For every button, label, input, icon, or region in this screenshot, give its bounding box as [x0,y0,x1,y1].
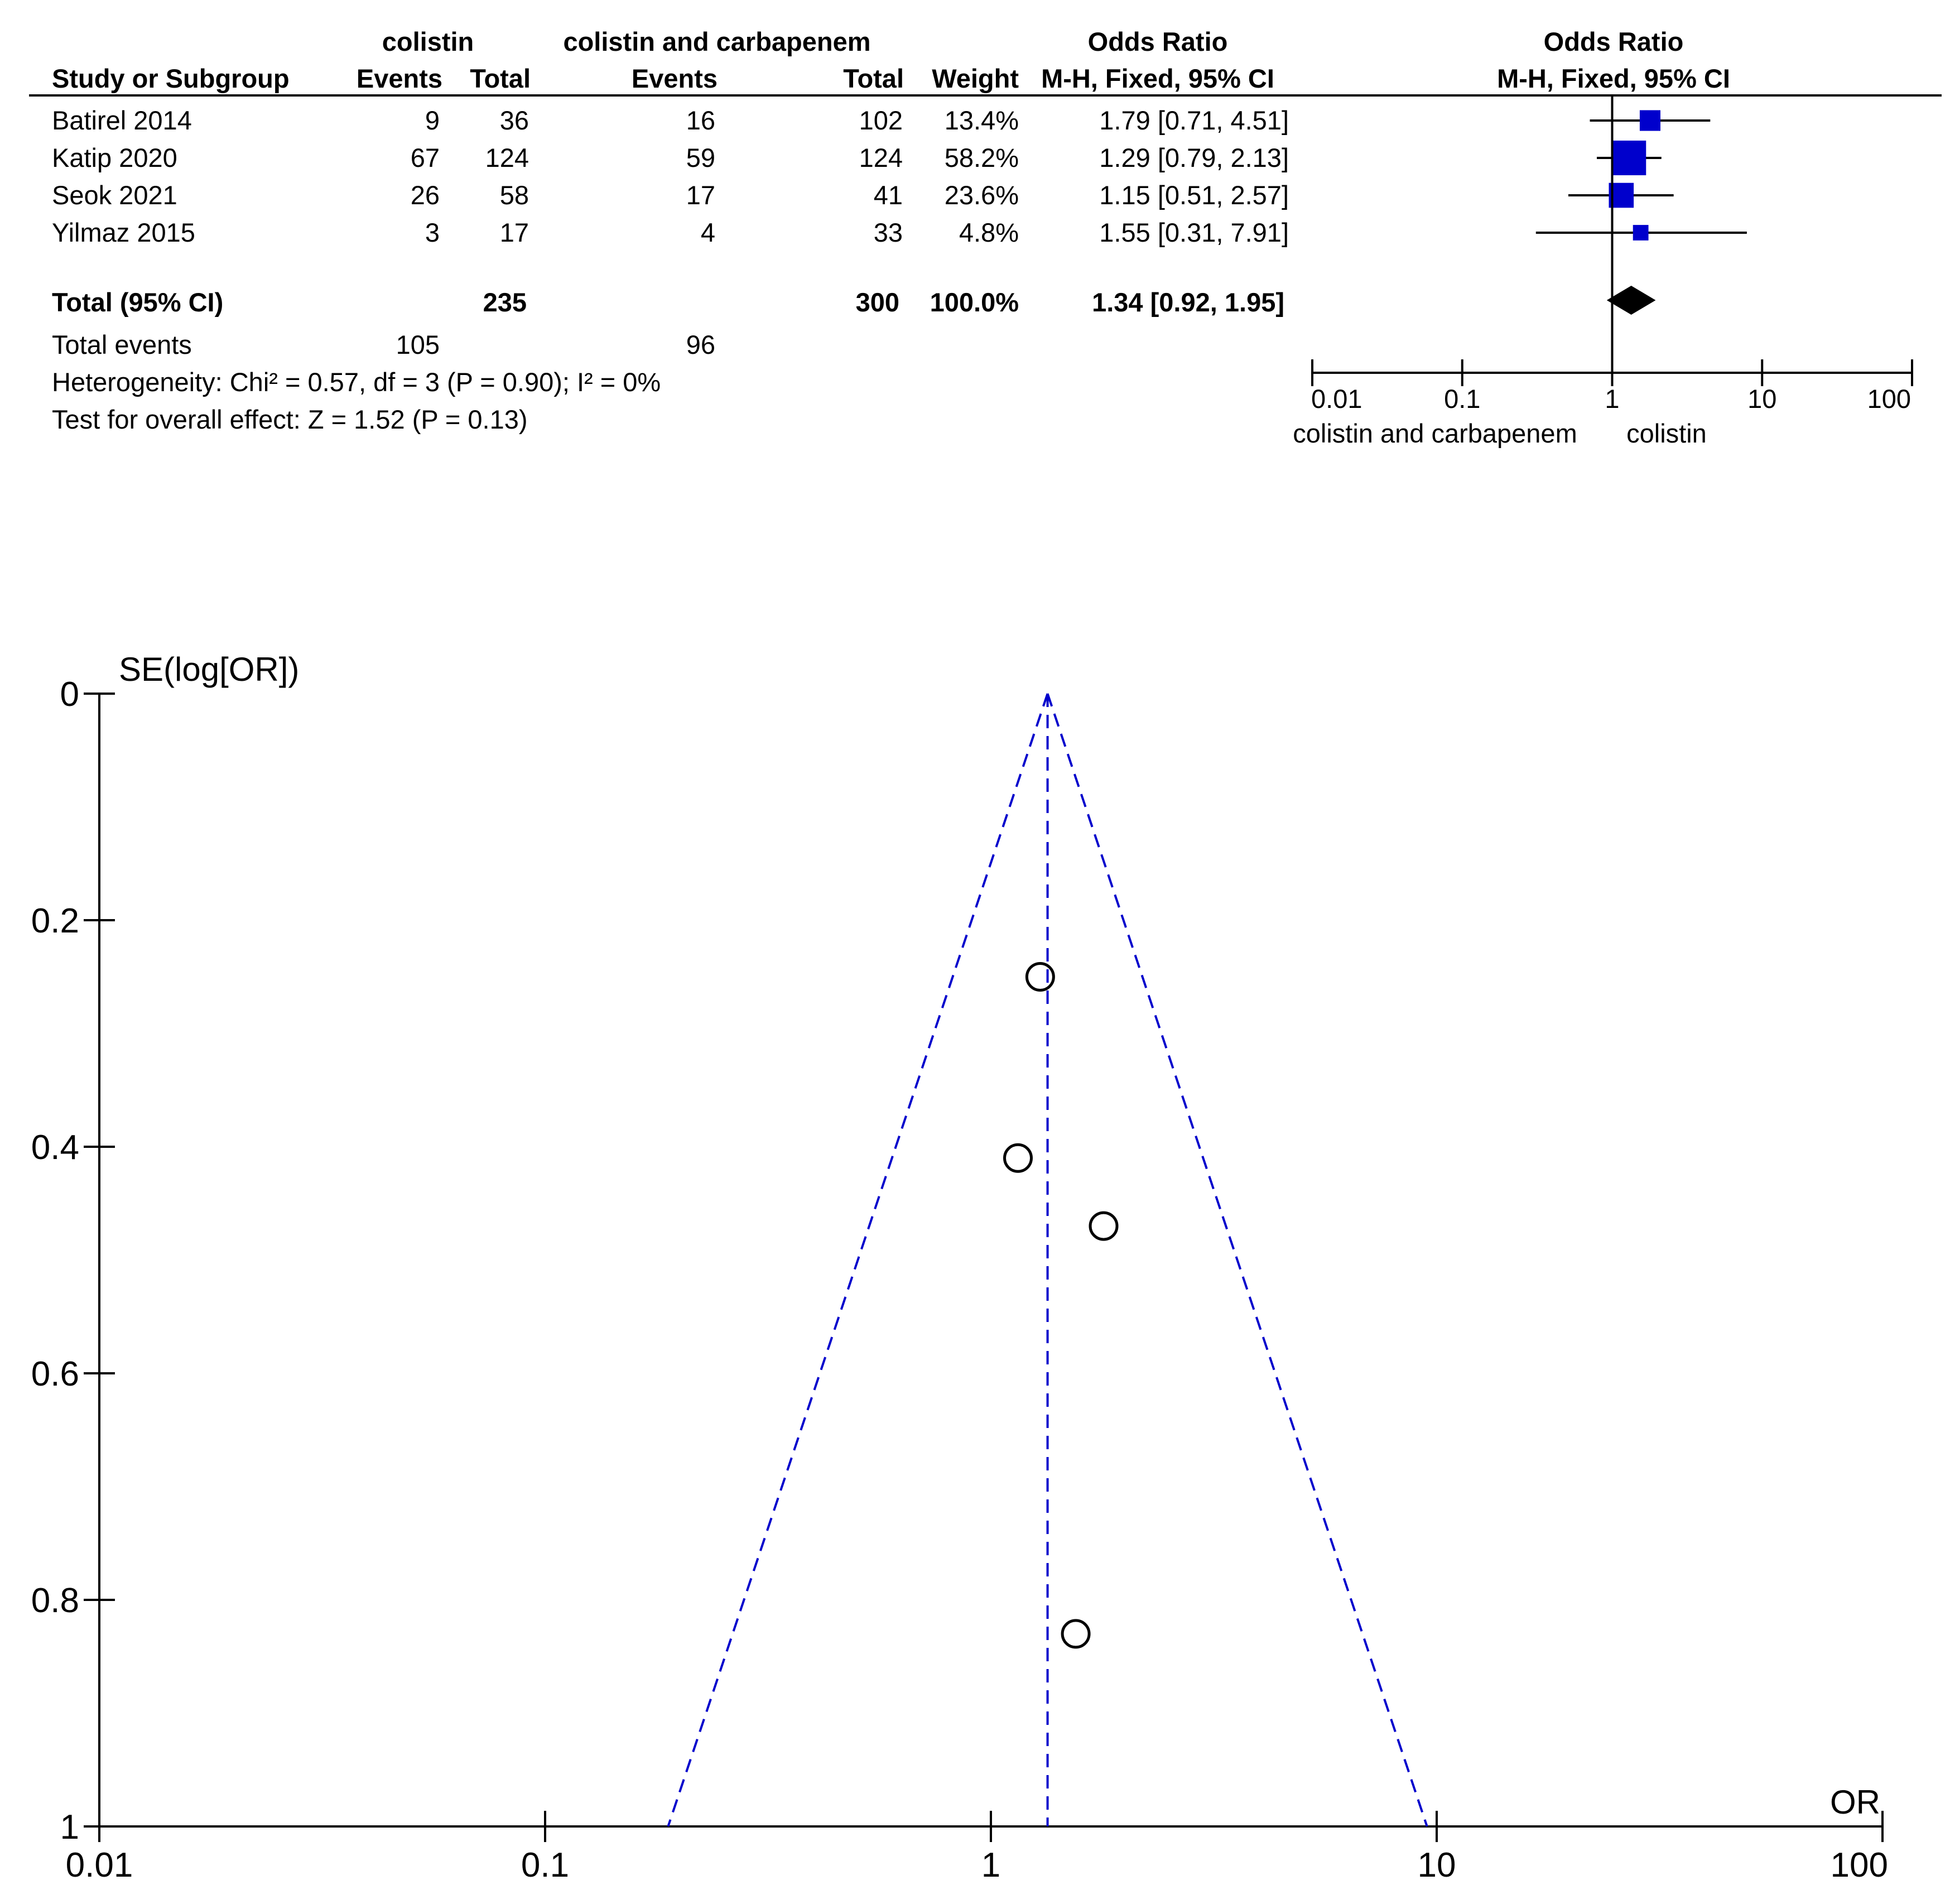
total-colistin: 235 [483,287,527,317]
weight-value: 23.6% [945,180,1019,210]
funnel-y-tick-label: 0.6 [31,1355,79,1393]
total-colistin: 124 [485,143,529,172]
total-label: Total (95% CI) [52,287,223,317]
events-colistin: 67 [411,143,440,172]
total-combo: 41 [874,180,903,210]
study-row: Seok 2021 26 58 17 41 23.6% 1.15 [0.51, 2.57] [52,180,1289,210]
favours-right-label: colistin [1626,419,1707,448]
funnel-study-point [1025,962,1055,992]
header-study: Study or Subgroup [52,64,290,93]
heterogeneity-text: Heterogeneity: Chi² = 0.57, df = 3 (P = … [52,367,661,397]
funnel-y-tick-label: 0.4 [31,1128,79,1167]
header-events-combo: Events [632,64,718,93]
total-colistin: 17 [500,218,529,247]
table-header: colistin colistin and carbapenem Odds Ra… [52,27,1730,93]
study-row: Batirel 2014 9 36 16 102 13.4% 1.79 [0.71, 4.5… [52,105,1289,135]
forest-x-tick-label: 1 [1605,384,1619,414]
funnel-study-point [1089,1211,1119,1241]
events-combo: 16 [686,105,715,135]
funnel-y-tick-label: 0.8 [31,1581,79,1620]
forest-plot-area: 0.01 0.1 1 10 100 [1311,95,1913,414]
study-row: Katip 2020 67 124 59 124 58.2% 1.29 [0.79, 2.1… [52,143,1289,172]
total-combo: 124 [859,143,903,172]
total-events-label: Total events [52,330,192,359]
funnel-y-axis-label: SE(log[OR]) [119,651,299,688]
overall-effect-text: Test for overall effect: Z = 1.52 (P = 0… [52,405,528,434]
events-colistin: 9 [425,105,440,135]
weight-value: 58.2% [945,143,1019,172]
header-events-colistin: Events [357,64,442,93]
study-rows: Batirel 2014 9 36 16 102 13.4% 1.79 [0.71, 4.5… [52,105,1289,247]
events-combo: 17 [686,180,715,210]
study-name: Katip 2020 [52,143,177,172]
odds-ratio-ci: 1.15 [0.51, 2.57] [1099,180,1289,210]
header-total-combo: Total [843,64,904,93]
header-odds-ratio-plot: Odds Ratio [1544,27,1684,56]
funnel-right-boundary [1046,693,1428,1827]
funnel-x-tick-label: 100 [1831,1846,1888,1884]
favours-left-label: colistin and carbapenem [1293,419,1577,448]
total-events-combo: 96 [686,330,715,359]
funnel-study-point [1061,1619,1091,1649]
total-colistin: 58 [500,180,529,210]
header-method-column: M-H, Fixed, 95% CI [1041,64,1274,93]
funnel-y-tick-label: 0.2 [31,902,79,940]
events-colistin: 3 [425,218,440,247]
odds-ratio-ci: 1.79 [0.71, 4.51] [1099,105,1289,135]
header-group-colistin: colistin [382,27,474,56]
funnel-study-point [1003,1143,1033,1173]
study-marker [1639,110,1660,131]
forest-x-tick-label: 100 [1867,384,1911,414]
header-method-plot: M-H, Fixed, 95% CI [1497,64,1730,93]
header-total-colistin: Total [470,64,531,93]
study-name: Yilmaz 2015 [52,218,195,247]
funnel-y-tick-label: 0 [60,675,79,714]
total-row: Total (95% CI) 235 300 100.0% 1.34 [0.92… [52,287,1284,317]
forest-plot: colistin colistin and carbapenem Odds Ra… [29,27,1942,448]
study-marker [1633,225,1649,241]
funnel-x-tick-label: 1 [981,1846,1000,1884]
forest-x-tick-label: 10 [1747,384,1776,414]
funnel-left-boundary [667,693,1049,1827]
forest-x-tick-label: 0.1 [1444,384,1480,414]
total-events-row: Total events 105 96 [52,330,715,359]
header-weight: Weight [932,64,1019,93]
funnel-y-tick-label: 1 [60,1808,79,1847]
total-combo: 102 [859,105,903,135]
study-marker [1611,140,1646,176]
weight-value: 4.8% [959,218,1019,247]
total-colistin: 36 [500,105,529,135]
events-combo: 4 [701,218,715,247]
events-colistin: 26 [411,180,440,210]
funnel-plot: 00.20.40.60.810.01 0.1 1 10 100 SE(log[OR]) … [31,651,1888,1884]
events-combo: 59 [686,143,715,172]
study-row: Yilmaz 2015 3 17 4 33 4.8% 1.55 [0.31, 7.91] [52,218,1289,247]
pooled-diamond [1606,286,1656,315]
funnel-x-tick-label: 0.1 [521,1846,569,1884]
forest-x-tick-label: 0.01 [1311,384,1362,414]
header-odds-ratio-column: Odds Ratio [1088,27,1228,56]
study-name: Batirel 2014 [52,105,192,135]
weight-value: 13.4% [945,105,1019,135]
funnel-plot-area: 00.20.40.60.810.01 0.1 1 10 100 [31,675,1888,1884]
funnel-x-tick-label: 10 [1418,1846,1456,1884]
odds-ratio-ci: 1.29 [0.79, 2.13] [1099,143,1289,172]
total-combo: 300 [856,287,899,317]
study-name: Seok 2021 [52,180,177,210]
funnel-x-axis-label: OR [1830,1783,1880,1821]
total-weight: 100.0% [930,287,1019,317]
header-group-colistin-carbapenem: colistin and carbapenem [563,27,870,56]
total-events-colistin: 105 [396,330,440,359]
total-ci: 1.34 [0.92, 1.95] [1092,287,1284,317]
total-combo: 33 [874,218,903,247]
funnel-x-tick-label: 0.01 [66,1846,133,1884]
odds-ratio-ci: 1.55 [0.31, 7.91] [1099,218,1289,247]
